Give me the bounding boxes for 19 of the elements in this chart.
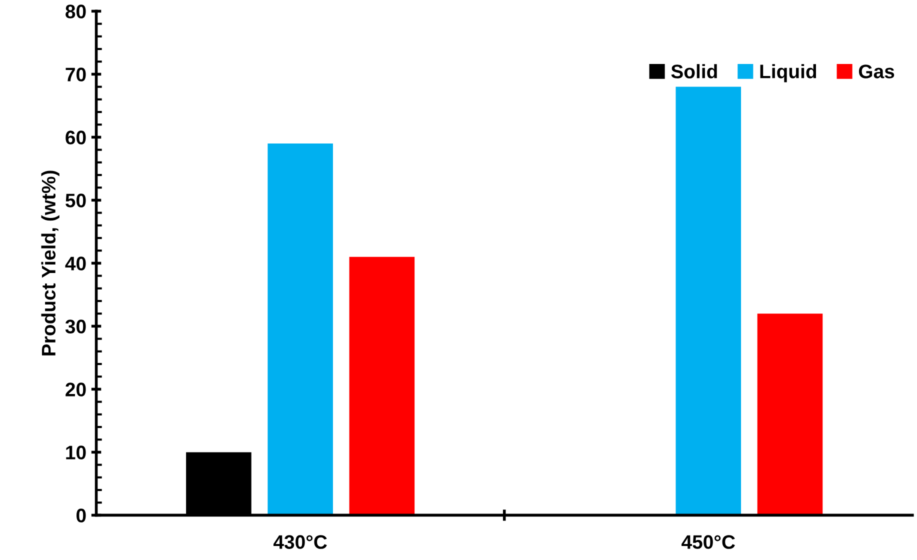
y-tick-label: 30 xyxy=(65,320,86,334)
y-tick-label: 10 xyxy=(66,446,86,460)
bar xyxy=(349,256,415,516)
legend-label: Gas xyxy=(858,64,894,78)
x-tick-label: 450°C xyxy=(682,535,735,549)
legend-label: Solid xyxy=(671,64,717,78)
bar xyxy=(757,314,823,516)
y-tick-label: 40 xyxy=(65,256,86,270)
legend-label: Liquid xyxy=(760,64,816,82)
bar xyxy=(268,144,333,516)
y-axis-title: Product Yield, (wt%) xyxy=(41,170,60,356)
y-tick-label: 50 xyxy=(66,194,86,208)
y-tick-label: 70 xyxy=(66,68,86,82)
bar xyxy=(676,86,742,516)
y-tick-label: 80 xyxy=(66,4,86,18)
y-tick-label: 0 xyxy=(76,508,86,522)
y-tick-label: 20 xyxy=(66,382,86,396)
x-tick-label: 430°C xyxy=(273,535,327,549)
y-tick-label: 60 xyxy=(66,130,86,144)
